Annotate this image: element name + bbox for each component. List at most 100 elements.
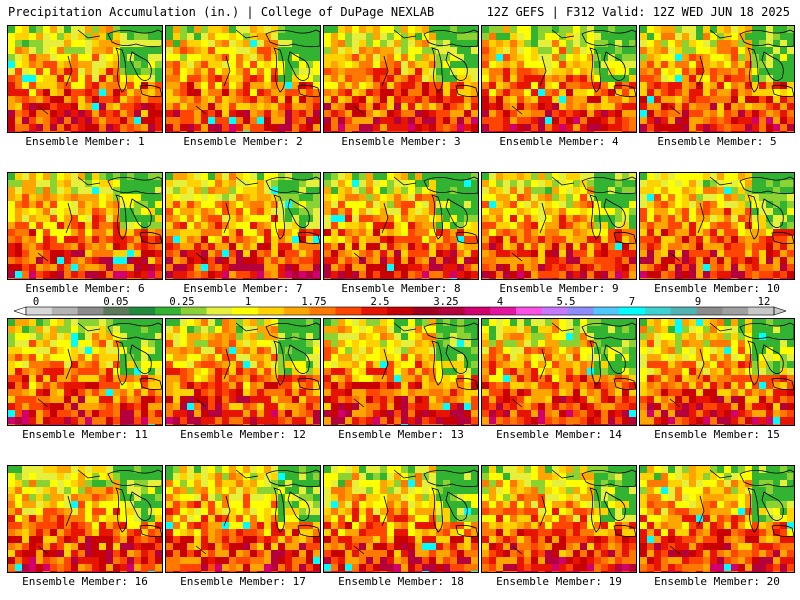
legend-tick-label: 4 bbox=[497, 296, 503, 308]
precip-map bbox=[481, 318, 637, 426]
precip-map bbox=[639, 318, 795, 426]
ensemble-panel: Ensemble Member: 6 bbox=[7, 172, 163, 295]
legend-color-swatch bbox=[103, 307, 130, 315]
run-valid-time: 12Z GEFS | F312 Valid: 12Z WED JUN 18 20… bbox=[486, 5, 790, 19]
ensemble-member-label: Ensemble Member: 20 bbox=[654, 575, 780, 588]
legend-color-swatch bbox=[567, 307, 594, 315]
precip-map bbox=[7, 172, 163, 280]
legend-tick-label: 2.5 bbox=[371, 296, 390, 308]
legend-color-swatch bbox=[309, 307, 337, 315]
ensemble-member-label: Ensemble Member: 11 bbox=[22, 428, 148, 441]
legend-color-swatch bbox=[722, 307, 749, 315]
legend-color-swatch bbox=[619, 307, 646, 315]
ensemble-panel: Ensemble Member: 7 bbox=[165, 172, 321, 295]
legend-tick-label: 12 bbox=[758, 296, 771, 308]
ensemble-member-label: Ensemble Member: 14 bbox=[496, 428, 622, 441]
precip-map bbox=[7, 318, 163, 426]
precip-map bbox=[323, 25, 479, 133]
ensemble-panel: Ensemble Member: 10 bbox=[639, 172, 795, 295]
ensemble-member-label: Ensemble Member: 4 bbox=[499, 135, 619, 148]
legend-color-swatch bbox=[51, 307, 79, 315]
precip-map bbox=[639, 25, 795, 133]
legend-tick-label: 1.75 bbox=[301, 296, 326, 308]
legend-color-swatch bbox=[516, 307, 543, 315]
legend-color-swatch bbox=[670, 307, 698, 315]
precip-map bbox=[323, 465, 479, 573]
ensemble-panel: Ensemble Member: 3 bbox=[323, 25, 479, 148]
legend-color-swatch bbox=[645, 307, 672, 315]
legend-tick-label: 7 bbox=[629, 296, 635, 308]
precip-map bbox=[7, 465, 163, 573]
legend-color-swatch bbox=[387, 307, 414, 315]
precip-legend: 0 0.05 0.25 1 1.75 2.5 3.25 4 5.5 7 9 12 bbox=[14, 296, 786, 320]
ensemble-member-label: Ensemble Member: 15 bbox=[654, 428, 780, 441]
ensemble-member-label: Ensemble Member: 13 bbox=[338, 428, 464, 441]
ensemble-panel: Ensemble Member: 19 bbox=[481, 465, 637, 588]
legend-left-arrow bbox=[14, 306, 27, 316]
precip-map bbox=[7, 25, 163, 133]
legend-color-swatch bbox=[438, 307, 465, 315]
ensemble-member-label: Ensemble Member: 10 bbox=[654, 282, 780, 295]
legend-tick-label: 0.25 bbox=[169, 296, 194, 308]
legend-tick-label: 3.25 bbox=[433, 296, 458, 308]
ensemble-panel: Ensemble Member: 2 bbox=[165, 25, 321, 148]
legend-color-swatch bbox=[77, 307, 104, 315]
precip-map bbox=[165, 172, 321, 280]
ensemble-panel: Ensemble Member: 13 bbox=[323, 318, 479, 441]
legend-tick-label: 0.05 bbox=[103, 296, 128, 308]
precip-map bbox=[481, 172, 637, 280]
legend-color-swatch bbox=[232, 307, 259, 315]
legend-color-swatch bbox=[258, 307, 285, 315]
legend-color-swatch bbox=[180, 307, 208, 315]
ensemble-panel: Ensemble Member: 20 bbox=[639, 465, 795, 588]
map-title: Precipitation Accumulation (in.) | Colle… bbox=[8, 5, 435, 19]
legend-color-swatch bbox=[26, 307, 53, 315]
legend-color-swatch bbox=[464, 307, 491, 315]
ensemble-panel: Ensemble Member: 18 bbox=[323, 465, 479, 588]
precip-map bbox=[323, 318, 479, 426]
legend-color-swatch bbox=[206, 307, 233, 315]
legend-color-swatch bbox=[361, 307, 388, 315]
ensemble-panel: Ensemble Member: 16 bbox=[7, 465, 163, 588]
ensemble-panel: Ensemble Member: 8 bbox=[323, 172, 479, 295]
legend-color-swatch bbox=[490, 307, 517, 315]
ensemble-panel: Ensemble Member: 15 bbox=[639, 318, 795, 441]
ensemble-member-label: Ensemble Member: 5 bbox=[657, 135, 777, 148]
legend-right-arrow bbox=[773, 306, 786, 316]
legend-color-swatch bbox=[541, 307, 569, 315]
ensemble-panel: Ensemble Member: 4 bbox=[481, 25, 637, 148]
legend-color-swatch bbox=[593, 307, 620, 315]
legend-tick-label: 5.5 bbox=[557, 296, 576, 308]
ensemble-member-label: Ensemble Member: 16 bbox=[22, 575, 148, 588]
ensemble-panel: Ensemble Member: 11 bbox=[7, 318, 163, 441]
precip-map bbox=[481, 25, 637, 133]
ensemble-member-label: Ensemble Member: 1 bbox=[25, 135, 145, 148]
legend-tick-label: 1 bbox=[245, 296, 251, 308]
legend-color-swatch bbox=[283, 307, 311, 315]
precip-map bbox=[165, 465, 321, 573]
ensemble-member-label: Ensemble Member: 17 bbox=[180, 575, 306, 588]
ensemble-panel: Ensemble Member: 12 bbox=[165, 318, 321, 441]
ensemble-panel: Ensemble Member: 17 bbox=[165, 465, 321, 588]
legend-color-swatch bbox=[335, 307, 362, 315]
precip-map bbox=[639, 172, 795, 280]
legend-color-swatch bbox=[129, 307, 156, 315]
ensemble-panel: Ensemble Member: 9 bbox=[481, 172, 637, 295]
legend-color-swatch bbox=[748, 307, 775, 315]
ensemble-member-label: Ensemble Member: 3 bbox=[341, 135, 461, 148]
ensemble-panel: Ensemble Member: 5 bbox=[639, 25, 795, 148]
precip-map bbox=[323, 172, 479, 280]
legend-color-swatch bbox=[154, 307, 182, 315]
legend-color-swatch bbox=[696, 307, 723, 315]
ensemble-member-label: Ensemble Member: 18 bbox=[338, 575, 464, 588]
ensemble-member-label: Ensemble Member: 8 bbox=[341, 282, 461, 295]
legend-color-swatch bbox=[412, 307, 440, 315]
ensemble-panel: Ensemble Member: 1 bbox=[7, 25, 163, 148]
precip-map bbox=[481, 465, 637, 573]
legend-tick-label: 0 bbox=[33, 296, 39, 308]
ensemble-member-label: Ensemble Member: 7 bbox=[183, 282, 303, 295]
ensemble-member-label: Ensemble Member: 9 bbox=[499, 282, 619, 295]
ensemble-panel: Ensemble Member: 14 bbox=[481, 318, 637, 441]
precip-map bbox=[165, 318, 321, 426]
ensemble-member-label: Ensemble Member: 12 bbox=[180, 428, 306, 441]
